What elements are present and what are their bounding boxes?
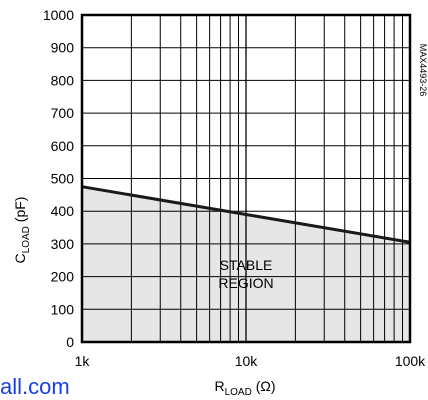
y-axis-title-sub: LOAD [21, 226, 32, 253]
region-label-line2: REGION [218, 275, 273, 291]
y-tick-label: 800 [51, 72, 75, 88]
x-axis-title-sub: LOAD [225, 387, 252, 398]
grid-layer [81, 14, 410, 343]
x-tick-label: 10k [235, 353, 259, 369]
y-tick-label: 500 [51, 171, 75, 187]
y-tick-label: 600 [51, 138, 75, 154]
plot-frame-layer [80, 13, 412, 344]
figure-code: MAX4493-26 [418, 44, 428, 97]
region-label-line1: STABLE [220, 257, 273, 273]
y-axis-title-unit: (pF) [12, 197, 28, 227]
footer-link-text[interactable]: all.com [0, 374, 70, 399]
stability-boundary-line [81, 185, 411, 244]
y-axis-title-main: C [12, 253, 28, 263]
y-axis-title: CLOAD (pF) [12, 197, 32, 264]
y-tick-label: 100 [51, 301, 75, 317]
x-tick-labels: 1k 10k 100k [75, 353, 427, 369]
y-tick-label: 1000 [43, 7, 74, 23]
plot-frame [80, 13, 412, 344]
y-tick-label: 200 [51, 269, 75, 285]
y-tick-labels: 0 100 200 300 400 500 600 700 800 900 1000 [43, 7, 74, 350]
y-tick-label: 900 [51, 40, 75, 56]
x-tick-label: 1k [75, 353, 91, 369]
x-tick-label: 100k [395, 353, 426, 369]
x-axis-title-unit: (Ω) [252, 378, 276, 394]
y-tick-label: 0 [66, 334, 74, 350]
x-axis-title-main: R [214, 378, 224, 394]
y-tick-label: 700 [51, 105, 75, 121]
y-tick-label: 300 [51, 236, 75, 252]
y-tick-label: 400 [51, 203, 75, 219]
boundary-line-layer [81, 185, 411, 244]
x-axis-title: RLOAD (Ω) [214, 378, 275, 398]
